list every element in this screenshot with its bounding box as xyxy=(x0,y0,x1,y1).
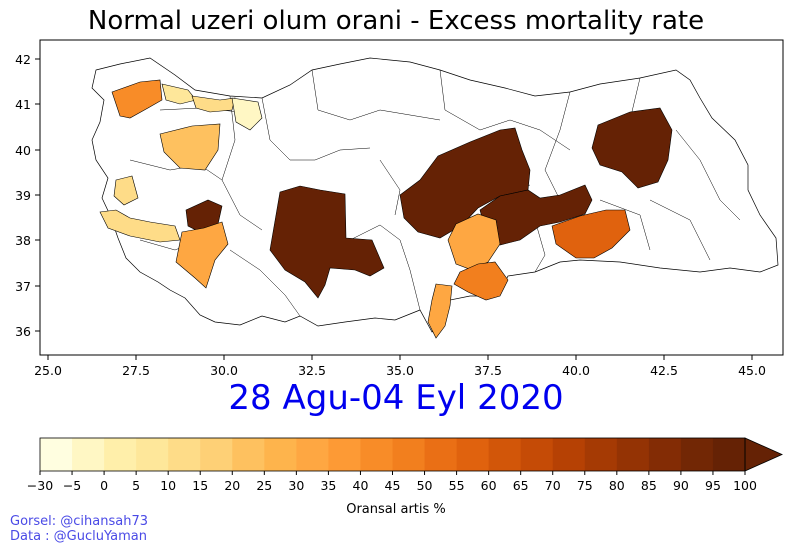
province-denizli-area xyxy=(175,221,229,289)
colorbar-swatch xyxy=(168,438,201,471)
colorbar-tick-label: 95 xyxy=(705,478,721,493)
colorbar-swatch xyxy=(680,438,714,471)
colorbar-swatch xyxy=(136,438,169,471)
province-kahramanmaras-area xyxy=(447,213,501,271)
province-kocaeli-area xyxy=(191,95,236,113)
province-istanbul-area xyxy=(161,83,197,105)
colorbar-tick-label: 90 xyxy=(673,478,689,493)
province-bursa-area xyxy=(159,123,221,171)
x-tick-label: 37.5 xyxy=(474,363,502,378)
province-diyarbakir-area xyxy=(551,209,631,259)
x-tick-label: 25.0 xyxy=(34,363,62,378)
map-title: Normal uzeri olum orani - Excess mortali… xyxy=(87,6,705,36)
province-sakarya-area xyxy=(231,97,263,131)
province-gaziantep-area xyxy=(453,261,509,301)
colorbar-swatch xyxy=(584,438,618,471)
colorbar-tick-label: 40 xyxy=(353,478,369,493)
colorbar-tick-label: 30 xyxy=(288,478,304,493)
y-axis: 42 41 40 39 38 37 36 xyxy=(15,52,40,339)
y-tick-label: 41 xyxy=(15,97,31,112)
colorbar-tick-label: 65 xyxy=(513,478,529,493)
colorbar-tick-label: −5 xyxy=(63,478,81,493)
colorbar-swatch xyxy=(40,438,73,471)
credit-graphic: Gorsel: @cihansah73 xyxy=(10,514,148,529)
colorbar-tick-label: −30 xyxy=(27,478,53,493)
colorbar-swatch xyxy=(488,438,522,471)
colorbar-swatch xyxy=(328,438,361,471)
province-sivas-area xyxy=(399,127,531,239)
colorbar-swatch xyxy=(232,438,265,471)
colorbar-tick-label: 0 xyxy=(100,478,108,493)
colorbar-tick-label: 5 xyxy=(132,478,140,493)
y-tick-label: 39 xyxy=(15,188,31,203)
date-label: 28 Agu-04 Eyl 2020 xyxy=(228,378,564,418)
colorbar-swatch xyxy=(392,438,426,471)
x-tick-label: 35.0 xyxy=(386,363,414,378)
colorbar-swatch xyxy=(648,438,682,471)
colorbar-tick-label: 75 xyxy=(577,478,593,493)
province-erzurum-area xyxy=(591,107,673,189)
province-boundaries xyxy=(129,69,741,317)
province-balikesir-area xyxy=(113,175,139,206)
y-tick-label: 36 xyxy=(15,324,31,339)
colorbar-tick-label: 85 xyxy=(641,478,657,493)
colorbar-swatch xyxy=(72,438,105,471)
colorbar-swatch xyxy=(360,438,393,471)
colorbar-swatch xyxy=(712,438,746,471)
colorbar-tick-label: 60 xyxy=(481,478,497,493)
y-tick-label: 37 xyxy=(15,279,31,294)
colorbar-tick-label: 70 xyxy=(545,478,561,493)
province-izmir-area xyxy=(99,209,181,243)
colorbar-extend-arrow xyxy=(744,437,783,472)
colorbar-tick-label: 10 xyxy=(160,478,176,493)
colored-provinces xyxy=(99,79,673,339)
colorbar-tick-label: 80 xyxy=(609,478,625,493)
colorbar xyxy=(39,437,783,472)
colorbar-swatch xyxy=(424,438,458,471)
colorbar-tick-label: 20 xyxy=(224,478,240,493)
colorbar-label: Oransal artis % xyxy=(346,502,446,517)
province-hatay-area xyxy=(427,283,453,339)
colorbar-tick-label: 45 xyxy=(385,478,401,493)
y-tick-label: 38 xyxy=(15,233,31,248)
colorbar-swatch xyxy=(264,438,297,471)
colorbar-swatch xyxy=(520,438,554,471)
colorbar-tick-label: 100 xyxy=(733,478,757,493)
x-tick-label: 45.0 xyxy=(738,363,766,378)
colorbar-tick-label: 50 xyxy=(417,478,433,493)
colorbar-swatch xyxy=(616,438,650,471)
colorbar-swatch xyxy=(552,438,586,471)
x-tick-label: 40.0 xyxy=(562,363,590,378)
province-edirne-area xyxy=(111,79,163,119)
province-konya-area xyxy=(269,185,385,299)
colorbar-tick-label: 35 xyxy=(320,478,336,493)
province-malatya-area xyxy=(479,184,593,246)
colorbar-tick-label: 55 xyxy=(449,478,465,493)
y-tick-label: 42 xyxy=(15,52,31,67)
colorbar-swatch xyxy=(456,438,490,471)
x-axis: 25.0 27.5 30.0 32.5 35.0 37.5 40.0 42.5 … xyxy=(34,355,766,378)
colorbar-swatch xyxy=(200,438,233,471)
y-tick-label: 40 xyxy=(15,143,31,158)
x-tick-label: 27.5 xyxy=(122,363,150,378)
colorbar-tick-label: 15 xyxy=(192,478,208,493)
colorbar-swatch xyxy=(296,438,329,471)
x-tick-label: 30.0 xyxy=(210,363,238,378)
colorbar-tick-label: 25 xyxy=(256,478,272,493)
x-tick-label: 32.5 xyxy=(298,363,326,378)
colorbar-swatch xyxy=(104,438,137,471)
colorbar-ticks: −30 −5 0 5 10 15 20 25 30 35 40 45 50 55 60 65 70 75 80 85 9… xyxy=(27,471,757,493)
credit-data: Data : @GucluYaman xyxy=(10,529,147,544)
x-tick-label: 42.5 xyxy=(650,363,678,378)
